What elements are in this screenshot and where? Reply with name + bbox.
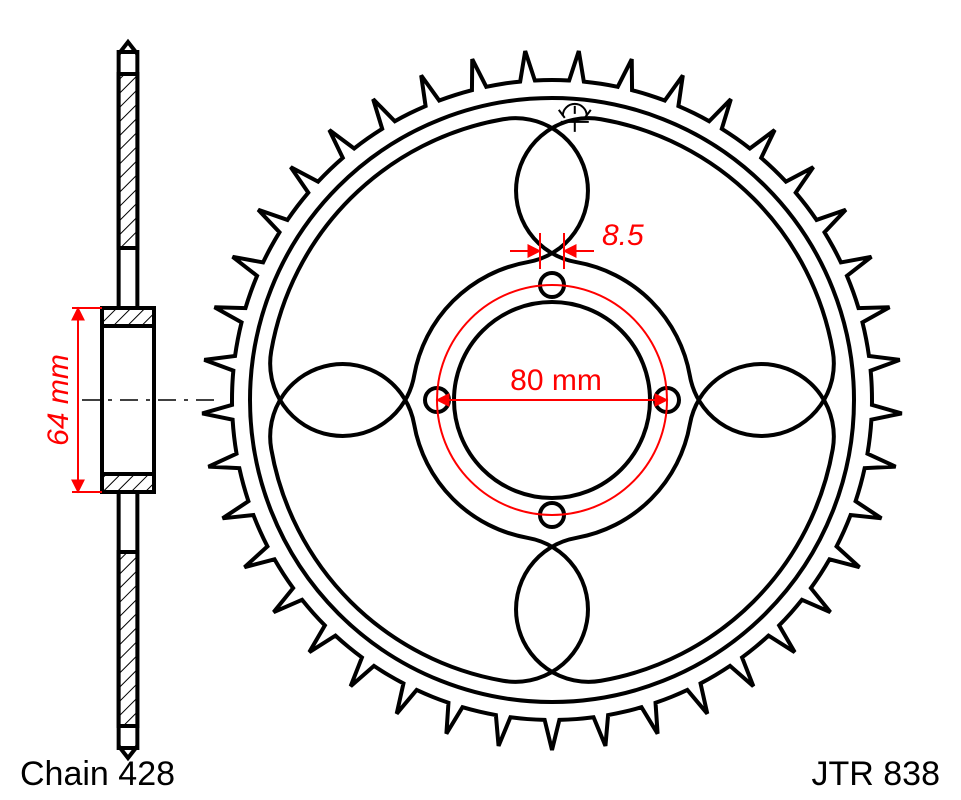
face-dimensions: 80 mm 8.5 (437, 219, 667, 515)
sprocket-drawing-container: 80 mm 8.5 64 mm Chain 428 JTR 838 (0, 0, 961, 800)
part-number-label: JTR 838 (812, 755, 941, 793)
chain-label: Chain 428 (20, 755, 175, 793)
bolt-circle-dim-label: 80 mm (510, 364, 602, 397)
sprocket-side-view (82, 42, 214, 758)
hub-length-dim-label: 64 mm (42, 354, 75, 446)
bolt-hole-dim-label: 8.5 (602, 219, 644, 252)
sprocket-drawing-svg: 80 mm 8.5 64 mm Chain 428 JTR 838 (0, 0, 961, 800)
